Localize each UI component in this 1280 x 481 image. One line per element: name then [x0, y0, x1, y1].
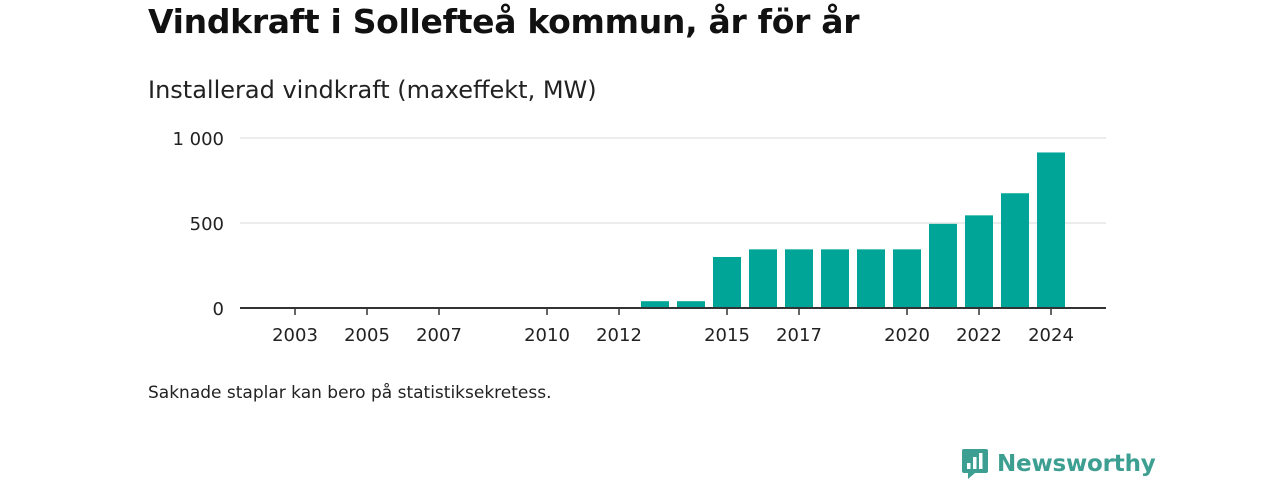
bar	[749, 249, 777, 308]
bar	[641, 301, 669, 308]
x-tick-label: 2003	[272, 325, 318, 346]
bars	[641, 152, 1065, 308]
y-tick-label: 500	[190, 214, 224, 235]
x-tick-label: 2007	[416, 325, 462, 346]
x-tick-label: 2015	[704, 325, 750, 346]
bar	[965, 215, 993, 308]
x-tick-label: 2024	[1028, 325, 1074, 346]
x-tick-label: 2010	[524, 325, 570, 346]
tick-labels: 0 500 1 000 2003 2005 2007 2010 2012 2015 2017 202…	[172, 129, 1073, 346]
chart-title: Vindkraft i Sollefteå kommun, år för år	[148, 2, 860, 41]
bar	[1037, 152, 1065, 308]
bar	[713, 257, 741, 308]
axes	[240, 307, 1106, 315]
bar	[821, 249, 849, 308]
x-tick-label: 2022	[956, 325, 1002, 346]
bar	[785, 249, 813, 308]
y-tick-label: 1 000	[172, 129, 224, 150]
bar	[929, 223, 957, 308]
brand-name: Newsworthy	[997, 451, 1156, 477]
chart-subtitle: Installerad vindkraft (maxeffekt, MW)	[148, 76, 597, 104]
bar-chart: 0 500 1 000 2003 2005 2007 2010 2012 2015 2017 202…	[172, 129, 1106, 346]
bar	[857, 249, 885, 308]
bar	[677, 301, 705, 308]
gridlines	[240, 137, 1106, 224]
x-tick-label: 2005	[344, 325, 390, 346]
brand-logo: Newsworthy	[961, 447, 1156, 481]
x-tick-label: 2012	[596, 325, 642, 346]
bar	[1001, 193, 1029, 308]
bar	[893, 249, 921, 308]
x-tick-label: 2020	[884, 325, 930, 346]
footnote: Saknade staplar kan bero på statistiksek…	[148, 383, 552, 403]
x-tick-label: 2017	[776, 325, 822, 346]
y-tick-label: 0	[213, 299, 224, 320]
newsworthy-logo-icon	[962, 449, 988, 479]
